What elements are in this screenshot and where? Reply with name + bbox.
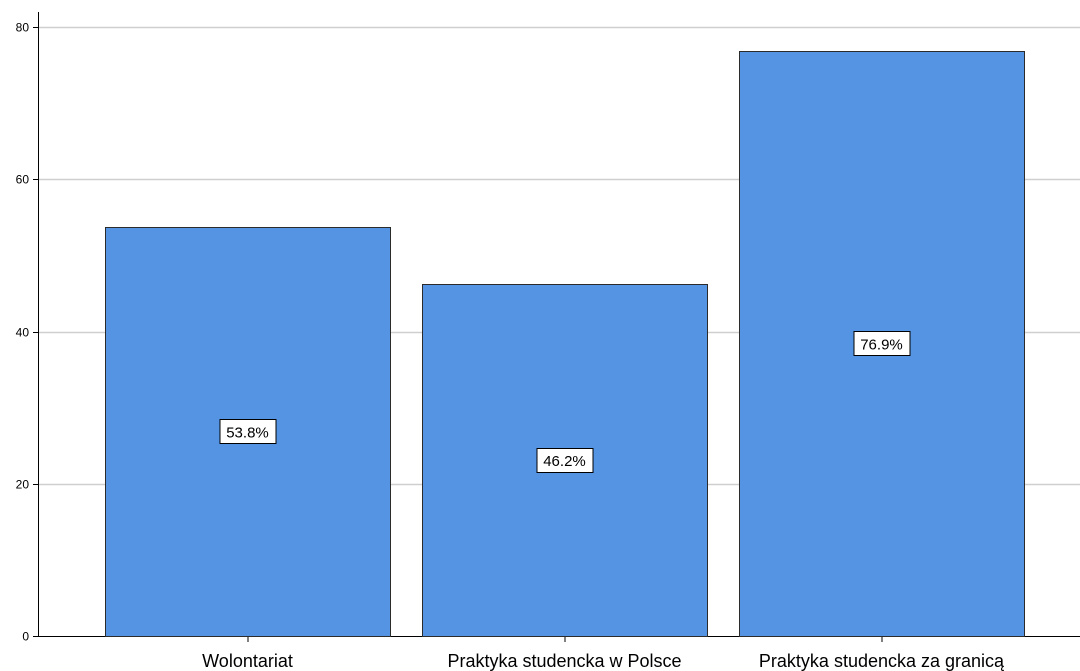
y-tick-label: 0 [22,630,29,644]
data-label-box [536,448,594,473]
data-label: 46.2% [543,453,586,470]
data-label-box [853,331,911,356]
data-label-box [219,419,277,444]
data-labels: 53.8% 46.2% 76.9% [219,331,911,473]
y-tick-label: 60 [16,173,30,187]
data-label: 53.8% [226,424,269,441]
tick-labels: 0 20 40 60 80 Wolontariat Praktyka studencka w… [16,21,1005,671]
data-label: 76.9% [860,336,903,353]
y-tick-label: 20 [16,478,30,492]
y-tick-label: 80 [16,21,30,35]
x-tick-label: Praktyka studencka za granicą [759,651,1005,671]
y-tick-label: 40 [16,326,30,340]
x-tick-label: Wolontariat [202,651,293,671]
x-tick-label: Praktyka studencka w Polsce [447,651,681,671]
